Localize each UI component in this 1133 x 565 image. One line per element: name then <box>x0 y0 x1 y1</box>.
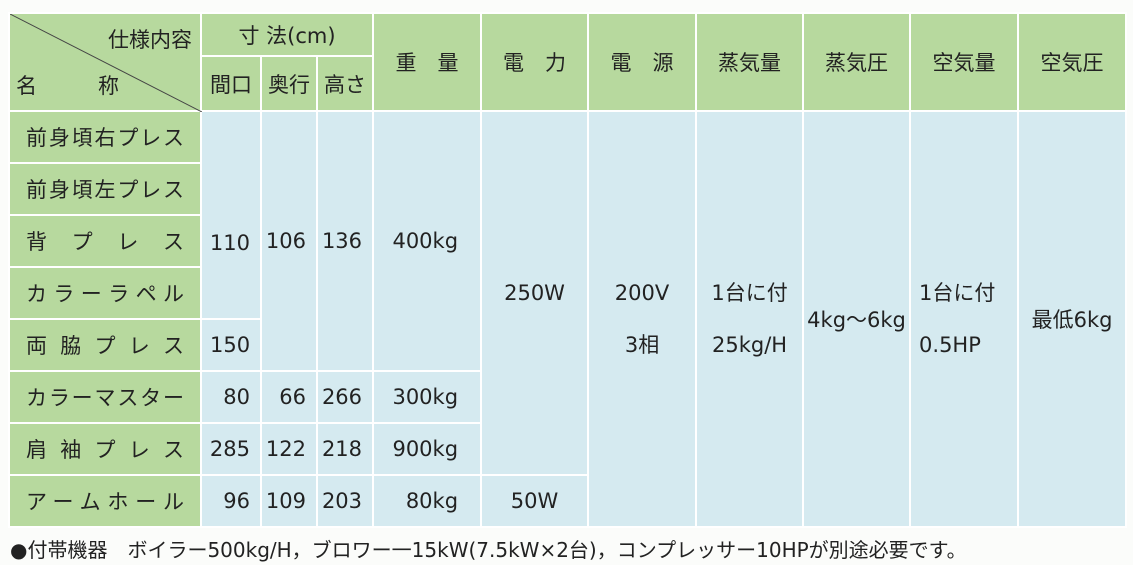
cell: 50W <box>480 474 590 528</box>
cell-line: 0.5HP <box>919 333 981 357</box>
col-header: 電 源 <box>587 12 698 112</box>
row-name: カラーマスター <box>8 370 202 424</box>
cell: 122 <box>260 422 318 476</box>
cell-line: 1台に付 <box>919 281 996 305</box>
cell: 109 <box>260 474 318 528</box>
cell: 110 <box>200 110 262 320</box>
cell: 203 <box>315 474 375 528</box>
cell: 1台に付 25kg/H <box>695 110 805 528</box>
col-header: 蒸気量 <box>695 12 805 112</box>
row-name: 前身頃左プレス <box>8 162 202 216</box>
cell: 最低6kg <box>1017 110 1128 528</box>
cell: 150 <box>200 318 262 372</box>
footnote: ●付帯機器 ボイラー500kg/H，ブロワー一15kW(7.5kW×2台)，コン… <box>10 538 967 562</box>
cell: 900kg <box>372 422 483 476</box>
col-header: 重 量 <box>372 12 483 112</box>
col-header: 空気圧 <box>1017 12 1128 112</box>
spec-label: 仕様内容 <box>108 28 192 52</box>
cell: 250W <box>480 110 590 476</box>
cell: 4kg〜6kg <box>802 110 912 528</box>
cell-line: 1台に付 <box>711 281 788 305</box>
cell: 106 <box>260 110 318 372</box>
cell-line: 3相 <box>624 333 660 357</box>
cell: 136 <box>315 110 375 372</box>
spec-table: 仕様内容 名 称 寸 法(cm) 重 量 電 力 電 源 蒸気量 蒸気圧 空気量… <box>8 12 1128 528</box>
row-name: 前身頃右プレス <box>8 110 202 164</box>
cell-line: 25kg/H <box>711 333 788 357</box>
row-name: カラーラペル <box>8 266 202 320</box>
cell: 66 <box>260 370 318 424</box>
dimensions-header: 寸 法(cm) <box>199 12 375 57</box>
row-name: 背プレス <box>8 214 202 268</box>
cell: 218 <box>315 422 375 476</box>
col-header: 蒸気圧 <box>802 12 912 112</box>
cell: 300kg <box>372 370 483 424</box>
cell: 285 <box>200 422 262 476</box>
dim-header: 間口 <box>200 55 262 112</box>
row-name: アームホール <box>8 474 202 528</box>
name-label: 名 称 <box>16 74 139 98</box>
corner-header: 仕様内容 名 称 <box>8 12 202 112</box>
cell: 80 <box>200 370 262 424</box>
cell: 400kg <box>372 110 483 372</box>
col-header: 空気量 <box>909 12 1020 112</box>
cell-line: 200V <box>614 281 670 305</box>
cell: 266 <box>315 370 375 424</box>
diagonal <box>10 14 202 112</box>
dim-header: 奥行 <box>260 55 318 112</box>
row-name: 肩袖プレス <box>8 422 202 476</box>
cell: 80kg <box>372 474 483 528</box>
dim-header: 高さ <box>315 55 375 112</box>
row-name: 両脇プレス <box>8 318 202 372</box>
cell: 200V 3相 <box>587 110 698 528</box>
col-header: 電 力 <box>480 12 590 112</box>
cell: 96 <box>200 474 262 528</box>
cell: 1台に付 0.5HP <box>909 110 1020 528</box>
